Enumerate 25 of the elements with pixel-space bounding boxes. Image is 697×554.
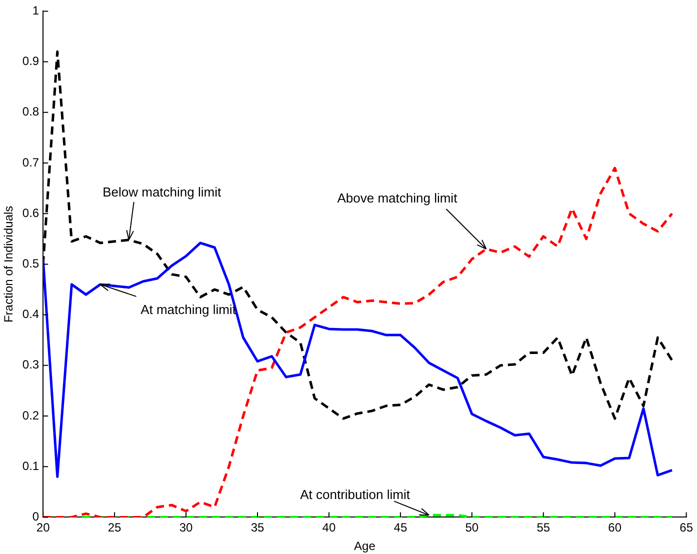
x-tick-label: 25	[108, 520, 122, 535]
y-tick-label: 0.8	[22, 104, 40, 119]
x-tick-label: 55	[536, 520, 550, 535]
x-tick-label: 60	[608, 520, 622, 535]
y-tick-label: 0.5	[22, 256, 40, 271]
x-axis-title: Age	[354, 539, 376, 554]
y-tick-label: 0.3	[22, 358, 40, 372]
y-tick-label: 1	[32, 4, 40, 18]
x-tick-label: 40	[322, 520, 336, 535]
y-tick-label: 0.9	[22, 54, 40, 68]
y-tick-label: 0.2	[22, 408, 40, 422]
x-tick-label: 30	[179, 520, 194, 535]
annotation: Below matching limit	[102, 184, 222, 200]
x-tick-label: 65	[680, 520, 694, 535]
line-series	[43, 166, 674, 518]
x-tick-label: 35	[250, 520, 264, 535]
annotation: At contribution limit	[300, 486, 410, 502]
y-tick-label: 0.7	[22, 155, 40, 170]
y-tick-label: 0.1	[22, 458, 40, 473]
y-tick-label: 0.4	[22, 307, 40, 322]
x-tick-label: 45	[394, 520, 408, 535]
y-tick-label: 0.6	[22, 206, 40, 220]
y-axis-title: Fraction of Individuals	[2, 206, 16, 323]
annotation: Above matching limit	[337, 190, 458, 206]
x-tick-label: 50	[465, 520, 479, 535]
